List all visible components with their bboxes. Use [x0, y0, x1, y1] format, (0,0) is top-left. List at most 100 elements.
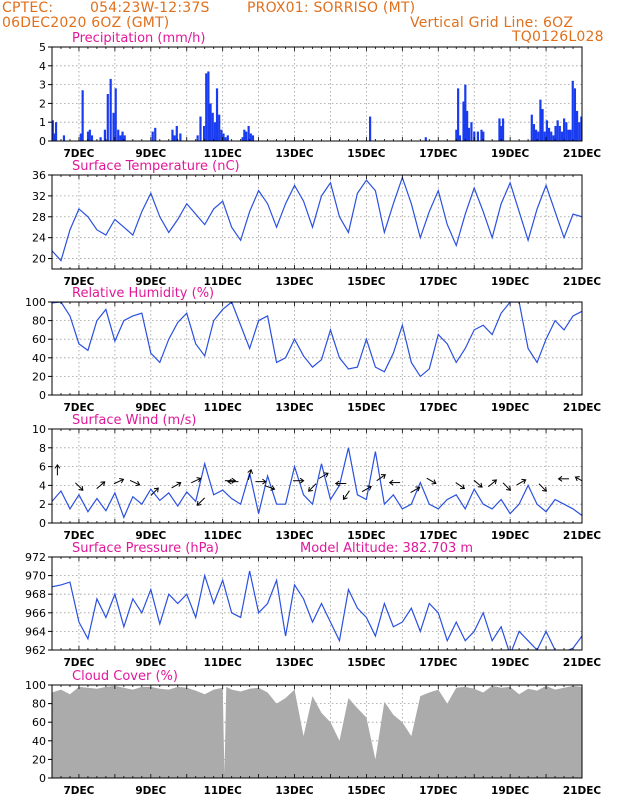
cloud-ytick-label: 20: [32, 753, 46, 766]
precip-ytick-label: 3: [39, 79, 46, 92]
wind-arrow: [129, 480, 141, 487]
rh-xtick-label: 11DEC: [204, 402, 243, 414]
precip-bar: [249, 133, 252, 141]
cloud-xtick-label: 11DEC: [204, 785, 243, 797]
rh-xtick-label: 9DEC: [135, 402, 166, 414]
precip-bar: [569, 129, 572, 141]
wind-arrow: [388, 479, 401, 486]
precip-bar: [532, 124, 536, 141]
precip-ytick-label: 0: [39, 135, 46, 148]
precip-bar: [53, 133, 56, 141]
wind-arrow: [488, 479, 498, 488]
pressure-panel: 962 964 966 968 970 972 7DEC 9DEC 11DEC 13DEC 15DE…: [25, 541, 601, 669]
precip-bar: [558, 125, 561, 141]
precip-bar: [222, 133, 225, 141]
precip-bar: [52, 120, 54, 141]
wind-arrow: [308, 483, 317, 492]
header-grid-line: Vertical Grid Line: 6OZ: [410, 15, 574, 31]
cloud-ytick-label: 80: [32, 698, 46, 711]
precip-xtick-label: 7DEC: [63, 148, 94, 160]
precip-bar: [151, 131, 154, 141]
pressure-ytick-label: 966: [25, 607, 46, 620]
wind-xtick-label: 9DEC: [135, 530, 166, 542]
rh-xtick-label: 19DEC: [491, 402, 530, 414]
precip-bar: [480, 129, 483, 141]
pressure-annotation: Model Altitude: 382.703 m: [300, 541, 473, 556]
precip-ytick-label: 5: [39, 41, 46, 54]
precip-bar: [464, 84, 467, 141]
precip-xtick-label: 13DEC: [275, 148, 314, 160]
wind-ytick-label: 2: [39, 498, 46, 511]
cloud-ytick-label: 0: [39, 772, 46, 785]
precip-bar: [243, 129, 246, 141]
precip-bar: [501, 118, 505, 141]
precip-bar: [88, 129, 91, 141]
precip-bar: [565, 122, 568, 141]
temp-line: [52, 175, 582, 262]
precip-bar: [220, 129, 223, 141]
cloud-ytick-label: 60: [32, 716, 46, 729]
precip-bar: [112, 112, 115, 141]
wind-xtick-label: 13DEC: [275, 530, 314, 542]
rh-xtick-label: 21DEC: [563, 402, 602, 414]
temp-xtick-label: 17DEC: [419, 276, 458, 288]
rh-ytick-label: 40: [32, 352, 46, 365]
precip-bar: [470, 122, 473, 141]
precip-bar: [537, 131, 540, 141]
precip-bar: [247, 125, 250, 141]
pressure-xtick-label: 9DEC: [135, 657, 166, 669]
rh-ytick-label: 100: [25, 296, 46, 309]
precip-bar: [121, 131, 124, 141]
wind-arrow: [227, 478, 239, 485]
rh-ytick-label: 0: [39, 389, 46, 402]
precip-xtick-label: 11DEC: [204, 148, 243, 160]
precip-bar: [575, 110, 579, 141]
precip-bar: [543, 131, 546, 141]
precip-bar: [81, 90, 84, 141]
temp-xtick-label: 9DEC: [135, 276, 166, 288]
wind-arrow: [361, 485, 372, 493]
temp-ytick-label: 36: [32, 169, 46, 182]
cloud-area: [52, 685, 582, 778]
precip-bar: [218, 114, 221, 141]
pressure-xtick-label: 15DEC: [347, 657, 386, 669]
wind-arrow: [502, 482, 512, 491]
temp-data: [52, 175, 582, 262]
precip-xtick-label: 15DEC: [347, 148, 386, 160]
precip-bar: [547, 127, 551, 141]
pressure-line: [52, 570, 582, 650]
cloud-xtick-label: 13DEC: [275, 785, 314, 797]
temp-ytick-label: 20: [32, 253, 46, 266]
precip-xtick-label: 17DEC: [419, 148, 458, 160]
rh-xtick-label: 15DEC: [347, 402, 386, 414]
precip-bar: [62, 135, 66, 141]
wind-data: [52, 447, 582, 519]
precip-bar: [571, 80, 574, 141]
wind-arrow: [376, 474, 386, 482]
cloud-xtick-label: 15DEC: [347, 785, 386, 797]
wind-arrow: [264, 485, 276, 491]
precip-bar: [117, 129, 120, 141]
precip-bar: [458, 135, 462, 141]
temp-panel: 20 24 28 32 36 7DEC 9DEC 11DEC 13DEC 15DEC 17DEC 19…: [32, 159, 601, 288]
wind-xtick-label: 11DEC: [204, 530, 243, 542]
precip-bar: [114, 88, 117, 141]
precip-panel: 0 1 2 3 4 5 7DEC 9DEC 11DEC 13DEC 15DEC 17DEC 19DEC 2…: [39, 31, 601, 160]
precip-bar: [498, 118, 501, 141]
cloud-frame: [51, 684, 583, 779]
pressure-ytick-label: 962: [25, 644, 46, 657]
precip-bar: [554, 125, 557, 141]
wind-arrow: [410, 486, 421, 494]
cloud-xtick-label: 21DEC: [563, 785, 602, 797]
wind-arrow: [196, 497, 206, 506]
wind-arrow: [342, 490, 350, 501]
precip-bar: [457, 88, 460, 141]
pressure-ytick-label: 972: [25, 551, 46, 564]
pressure-xtick-label: 19DEC: [491, 657, 530, 669]
precip-bar: [119, 135, 122, 141]
cloud-xtick-label: 7DEC: [63, 785, 94, 797]
precip-bar: [466, 110, 469, 141]
wind-xtick-label: 7DEC: [63, 530, 94, 542]
rh-ytick-label: 20: [32, 370, 46, 383]
